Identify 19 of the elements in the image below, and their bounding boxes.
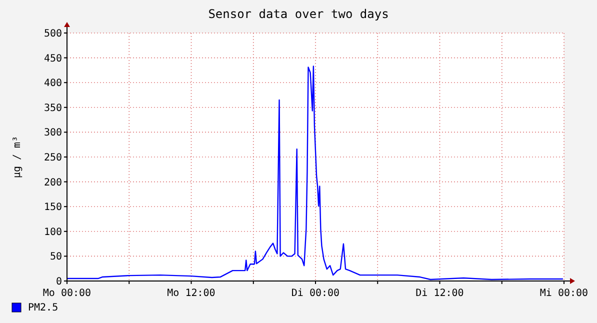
y-tick-label: 200 [44, 177, 62, 188]
chart-title: Sensor data over two days [208, 7, 389, 21]
y-tick-label: 0 [56, 276, 62, 288]
y-tick-label: 450 [44, 53, 62, 64]
y-tick-label: 50 [50, 252, 62, 263]
y-tick-label: 500 [44, 28, 62, 40]
x-tick-label: Mo 00:00 [42, 288, 92, 299]
x-tick-label: Mi 00:00 [540, 288, 588, 299]
x-tick-label: Mo 12:00 [167, 288, 216, 299]
y-tick-label: 150 [44, 202, 62, 214]
x-tick-label: Di 00:00 [291, 288, 340, 299]
y-tick-label: 400 [44, 78, 62, 90]
y-tick-label: 350 [44, 102, 62, 114]
y-tick-label: 300 [44, 128, 62, 139]
y-axis-title: µg / m³ [12, 136, 23, 178]
x-tick-label: Di 12:00 [416, 288, 464, 299]
y-tick-label: 250 [44, 152, 62, 164]
y-tick-label: 100 [44, 226, 62, 238]
legend-label: PM2.5 [28, 302, 58, 314]
